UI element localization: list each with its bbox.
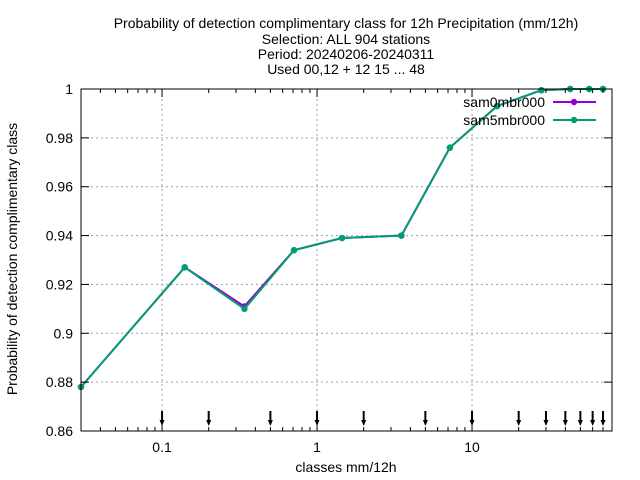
series-point-sam5mbr000 [493, 102, 501, 110]
class-marker-head [422, 420, 428, 426]
series-point-sam5mbr000 [290, 247, 298, 254]
y-tick-label: 1 [65, 81, 73, 97]
y-tick-label: 0.96 [46, 179, 73, 195]
chart-title: Probability of detection complimentary c… [114, 15, 579, 77]
legend-label-sam0mbr000: sam0mbr000 [463, 94, 545, 110]
legend-swatch-point [570, 98, 578, 106]
series-point-sam5mbr000 [446, 144, 454, 151]
class-marker-head [600, 420, 606, 426]
series-point-sam5mbr000 [538, 87, 545, 94]
y-tick-label: 0.92 [46, 276, 73, 292]
axis-ticks: 0.86 0.88 0.9 0.92 0.94 0.96 0.98 1 0.1 1 10 [46, 81, 612, 455]
class-marker-head [361, 420, 367, 426]
title-line-1: Probability of detection complimentary c… [114, 15, 579, 31]
y-tick-label: 0.98 [46, 130, 73, 146]
series-lines [77, 85, 607, 391]
series-point-sam5mbr000 [398, 232, 405, 239]
grid [81, 88, 612, 432]
legend-swatch-point [570, 116, 578, 124]
class-marker-head [206, 420, 212, 426]
title-line-2: Selection: ALL 904 stations [262, 31, 430, 47]
y-tick-label: 0.94 [46, 228, 73, 244]
x-tick-label: 10 [464, 439, 480, 455]
class-markers [159, 411, 606, 426]
legend: sam0mbr000 sam5mbr000 [463, 94, 596, 128]
series-point-sam5mbr000 [241, 305, 248, 313]
class-marker-head [267, 420, 273, 426]
title-line-4: Used 00,12 + 12 15 ... 48 [267, 61, 425, 77]
x-axis-label: classes mm/12h [295, 459, 396, 475]
y-tick-label: 0.88 [46, 374, 73, 390]
y-axis-label: Probability of detection complimentary c… [4, 123, 20, 395]
class-marker-head [543, 420, 549, 426]
class-marker-head [562, 420, 568, 426]
y-tick-label: 0.9 [54, 325, 74, 341]
x-tick-label: 1 [313, 439, 321, 455]
legend-label-sam5mbr000: sam5mbr000 [463, 112, 545, 128]
class-marker-head [516, 420, 522, 426]
title-line-3: Period: 20240206-20240311 [258, 46, 435, 62]
series-point-sam5mbr000 [181, 264, 188, 271]
y-tick-label: 0.86 [46, 423, 73, 439]
plot-frame [80, 88, 613, 432]
series-point-sam5mbr000 [338, 234, 346, 242]
x-tick-label: 0.1 [152, 439, 172, 455]
class-marker-head [577, 420, 583, 426]
class-marker-head [590, 420, 596, 426]
